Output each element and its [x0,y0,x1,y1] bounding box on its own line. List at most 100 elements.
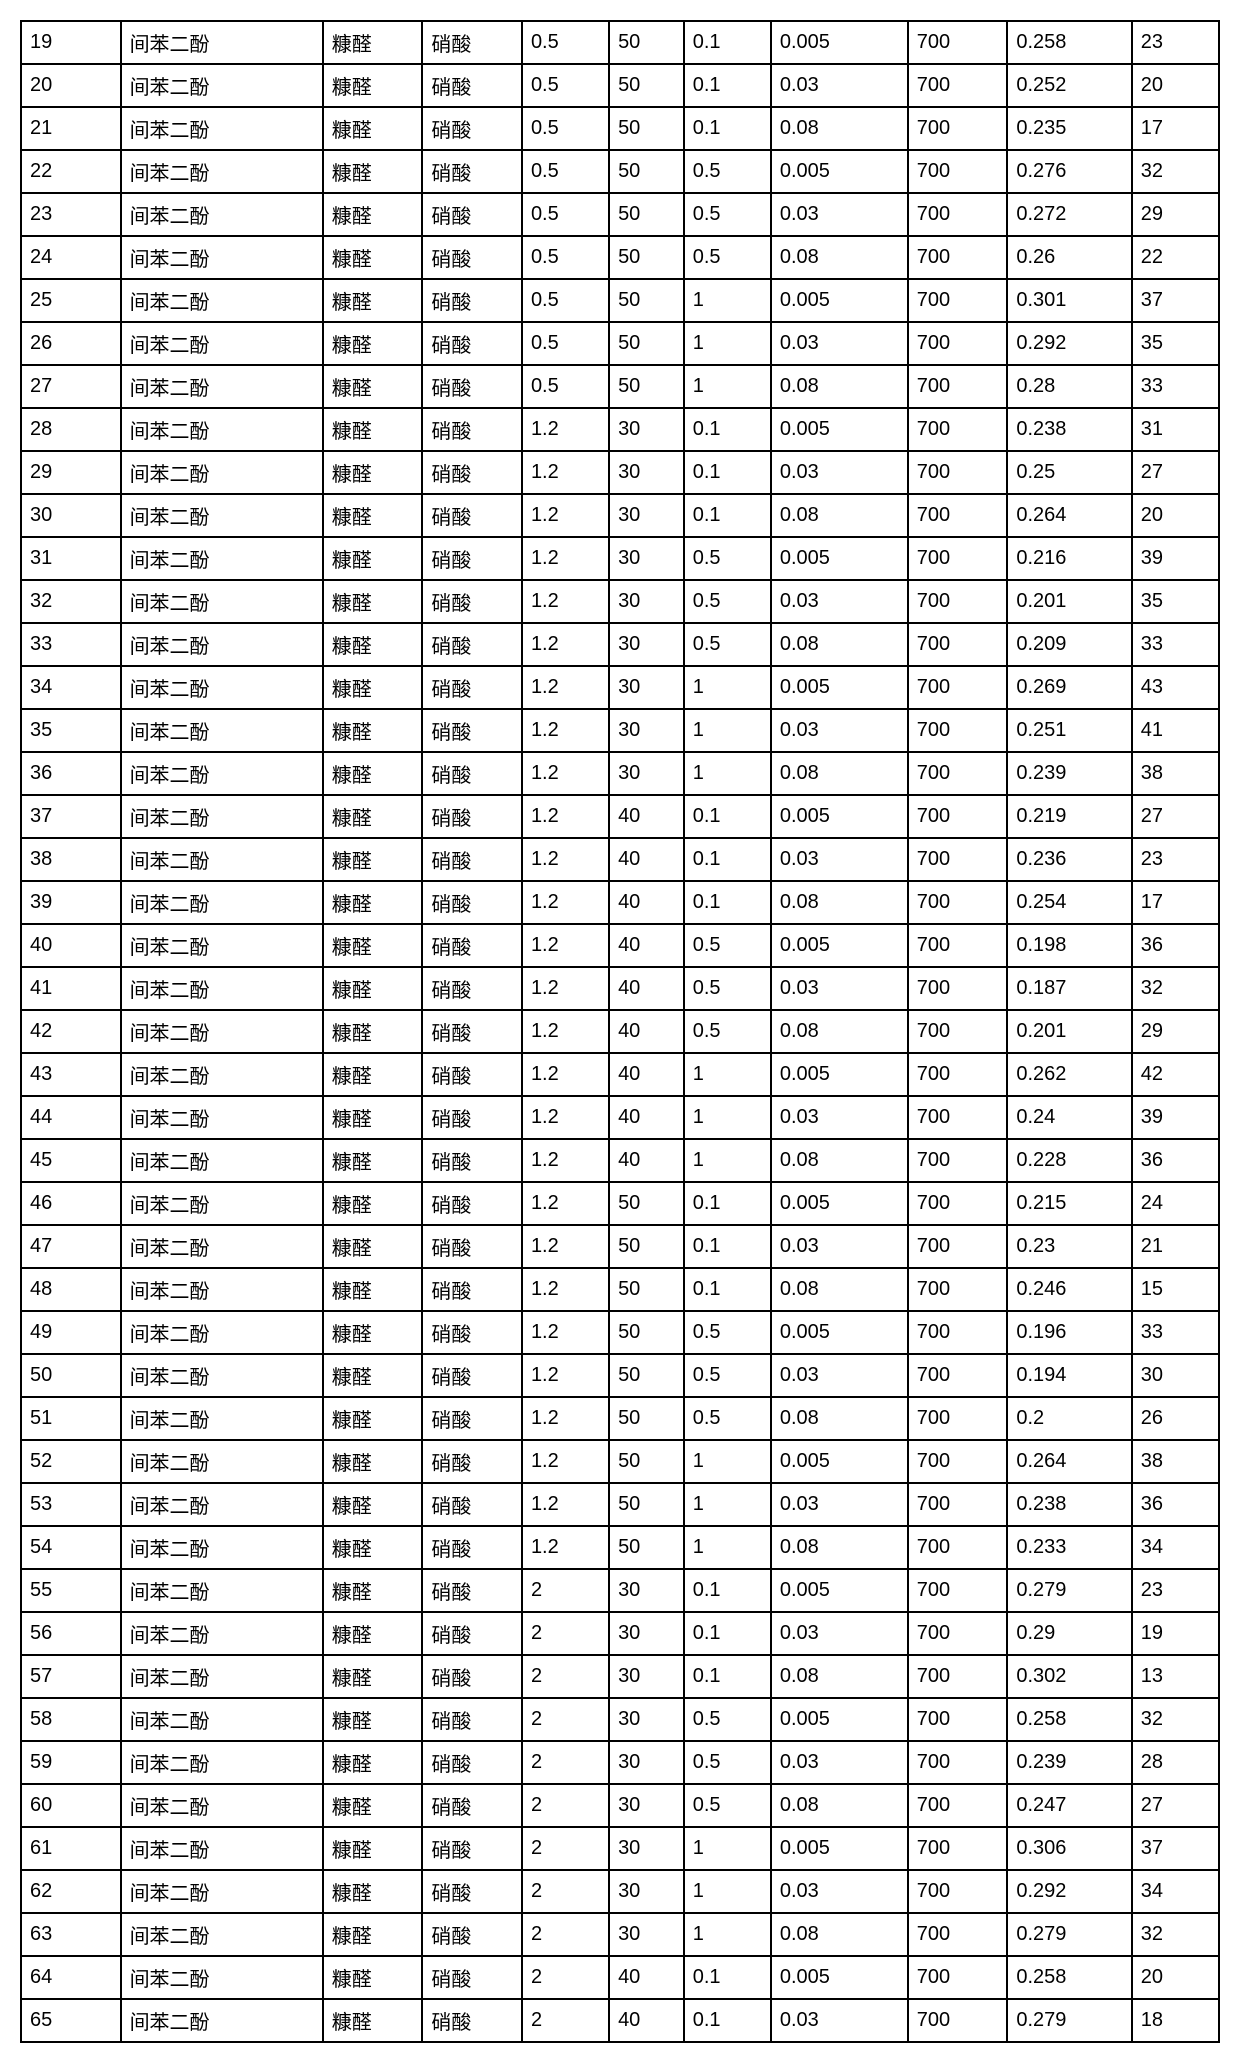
table-cell: 38 [1132,1440,1219,1483]
table-row: 27间苯二酚糠醛硝酸0.55010.087000.2833 [21,365,1219,408]
table-cell: 糠醛 [323,1311,423,1354]
table-cell: 13 [1132,1655,1219,1698]
table-row: 59间苯二酚糠醛硝酸2300.50.037000.23928 [21,1741,1219,1784]
table-cell: 700 [908,967,1008,1010]
table-cell: 33 [1132,1311,1219,1354]
table-cell: 间苯二酚 [121,709,323,752]
table-cell: 35 [21,709,121,752]
table-cell: 60 [21,1784,121,1827]
table-row: 42间苯二酚糠醛硝酸1.2400.50.087000.20129 [21,1010,1219,1053]
table-cell: 25 [21,279,121,322]
table-cell: 0.5 [522,279,609,322]
table-row: 21间苯二酚糠醛硝酸0.5500.10.087000.23517 [21,107,1219,150]
table-cell: 0.301 [1007,279,1131,322]
table-cell: 50 [609,150,684,193]
table-cell: 40 [609,838,684,881]
table-cell: 61 [21,1827,121,1870]
table-cell: 43 [1132,666,1219,709]
table-cell: 40 [609,1999,684,2042]
table-cell: 700 [908,1526,1008,1569]
table-cell: 26 [1132,1397,1219,1440]
table-cell: 0.03 [771,580,908,623]
table-cell: 间苯二酚 [121,1311,323,1354]
table-cell: 700 [908,1010,1008,1053]
table-cell: 0.1 [684,451,771,494]
table-cell: 700 [908,322,1008,365]
table-cell: 1 [684,322,771,365]
table-cell: 0.269 [1007,666,1131,709]
table-cell: 700 [908,1354,1008,1397]
table-cell: 硝酸 [422,709,522,752]
table-cell: 糠醛 [323,1526,423,1569]
table-cell: 15 [1132,1268,1219,1311]
table-cell: 间苯二酚 [121,666,323,709]
table-cell: 0.03 [771,1612,908,1655]
table-cell: 57 [21,1655,121,1698]
table-cell: 18 [1132,1999,1219,2042]
table-cell: 0.005 [771,1569,908,1612]
table-cell: 硝酸 [422,1999,522,2042]
table-cell: 0.08 [771,881,908,924]
table-cell: 29 [21,451,121,494]
table-cell: 糠醛 [323,1698,423,1741]
table-cell: 51 [21,1397,121,1440]
table-cell: 0.235 [1007,107,1131,150]
table-cell: 50 [609,193,684,236]
table-cell: 700 [908,365,1008,408]
table-cell: 间苯二酚 [121,1440,323,1483]
table-cell: 0.233 [1007,1526,1131,1569]
table-cell: 间苯二酚 [121,408,323,451]
table-cell: 硝酸 [422,365,522,408]
table-cell: 0.5 [522,322,609,365]
table-cell: 64 [21,1956,121,1999]
table-cell: 0.08 [771,1784,908,1827]
table-cell: 间苯二酚 [121,1784,323,1827]
table-cell: 50 [21,1354,121,1397]
table-cell: 间苯二酚 [121,322,323,365]
table-cell: 糠醛 [323,623,423,666]
table-cell: 0.08 [771,494,908,537]
table-cell: 1 [684,666,771,709]
table-cell: 硝酸 [422,1397,522,1440]
table-cell: 硝酸 [422,1655,522,1698]
table-cell: 0.262 [1007,1053,1131,1096]
table-cell: 62 [21,1870,121,1913]
table-cell: 0.198 [1007,924,1131,967]
table-cell: 20 [1132,494,1219,537]
table-cell: 间苯二酚 [121,150,323,193]
table-row: 44间苯二酚糠醛硝酸1.24010.037000.2439 [21,1096,1219,1139]
table-cell: 700 [908,666,1008,709]
table-cell: 1 [684,1913,771,1956]
table-cell: 700 [908,451,1008,494]
table-cell: 46 [21,1182,121,1225]
table-cell: 0.216 [1007,537,1131,580]
table-cell: 硝酸 [422,451,522,494]
table-cell: 2 [522,1741,609,1784]
table-cell: 糠醛 [323,193,423,236]
table-cell: 31 [1132,408,1219,451]
table-cell: 700 [908,1827,1008,1870]
table-cell: 40 [609,967,684,1010]
table-cell: 0.08 [771,1655,908,1698]
table-cell: 50 [609,1526,684,1569]
table-cell: 0.005 [771,1956,908,1999]
table-cell: 0.2 [1007,1397,1131,1440]
table-row: 30间苯二酚糠醛硝酸1.2300.10.087000.26420 [21,494,1219,537]
table-cell: 0.03 [771,1870,908,1913]
table-cell: 0.03 [771,64,908,107]
table-cell: 53 [21,1483,121,1526]
table-cell: 间苯二酚 [121,1827,323,1870]
table-cell: 0.005 [771,150,908,193]
table-cell: 间苯二酚 [121,623,323,666]
table-cell: 0.264 [1007,1440,1131,1483]
table-cell: 1.2 [522,1053,609,1096]
table-cell: 0.1 [684,107,771,150]
table-row: 49间苯二酚糠醛硝酸1.2500.50.0057000.19633 [21,1311,1219,1354]
table-cell: 糠醛 [323,1397,423,1440]
table-cell: 0.03 [771,838,908,881]
table-cell: 间苯二酚 [121,1612,323,1655]
table-cell: 硝酸 [422,752,522,795]
table-cell: 30 [609,1741,684,1784]
table-cell: 糠醛 [323,580,423,623]
table-cell: 0.5 [684,1397,771,1440]
